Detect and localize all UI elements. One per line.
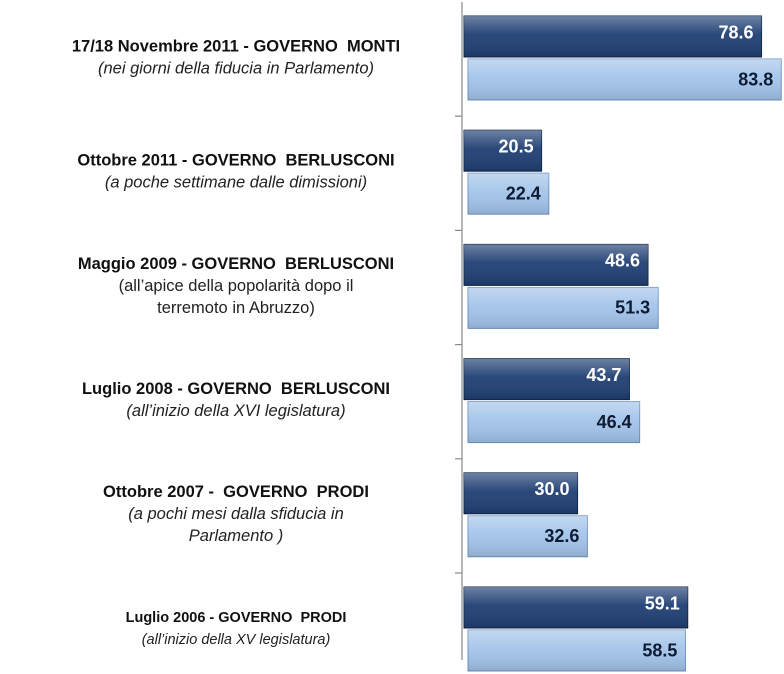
category-label: 17/18 Novembre 2011 - GOVERNO MONTI: [72, 37, 400, 55]
value-label: 43.7: [586, 365, 621, 385]
bar-shine: [468, 59, 782, 100]
bar-shine: [468, 173, 549, 215]
value-label: 22.4: [506, 183, 541, 203]
category-note: (all’inizio della XV legislatura): [142, 632, 331, 648]
bar-shine: [468, 515, 588, 557]
value-label: 20.5: [499, 136, 534, 156]
category-note: Parlamento ): [189, 527, 283, 545]
category-label: Ottobre 2007 - GOVERNO PRODI: [103, 483, 369, 501]
bar-shine: [464, 358, 630, 400]
bar-shine: [468, 630, 686, 671]
value-label: 78.6: [719, 22, 754, 42]
value-label: 51.3: [615, 298, 650, 318]
bar-shine: [464, 16, 762, 57]
category-label: Luglio 2006 - GOVERNO PRODI: [126, 610, 347, 626]
value-label: 83.8: [738, 69, 773, 89]
bar-shine: [464, 244, 648, 286]
category-note: (all’apice della popolarità dopo il: [119, 277, 354, 295]
category-label: Ottobre 2011 - GOVERNO BERLUSCONI: [77, 152, 394, 170]
category-note: (all’inizio della XVI legislatura): [126, 402, 345, 420]
category-note: terremoto in Abruzzo): [157, 299, 315, 317]
category-note: (nei giorni della fiducia in Parlamento): [98, 59, 374, 77]
value-label: 58.5: [642, 640, 677, 660]
value-label: 46.4: [597, 412, 632, 432]
bar-shine: [468, 287, 659, 329]
bar-shine: [464, 130, 542, 172]
value-label: 32.6: [544, 526, 579, 546]
value-label: 59.1: [645, 593, 680, 613]
category-label: Maggio 2009 - GOVERNO BERLUSCONI: [78, 255, 394, 273]
bar-shine: [464, 587, 688, 628]
bar-shine: [464, 472, 578, 514]
category-label: Luglio 2008 - GOVERNO BERLUSCONI: [82, 380, 390, 398]
category-note: (a poche settimane dalle dimissioni): [105, 174, 367, 192]
value-label: 48.6: [605, 251, 640, 271]
value-label: 30.0: [535, 479, 570, 499]
category-note: (a pochi mesi dalla sfiducia in: [128, 505, 344, 523]
bar-shine: [468, 401, 640, 443]
